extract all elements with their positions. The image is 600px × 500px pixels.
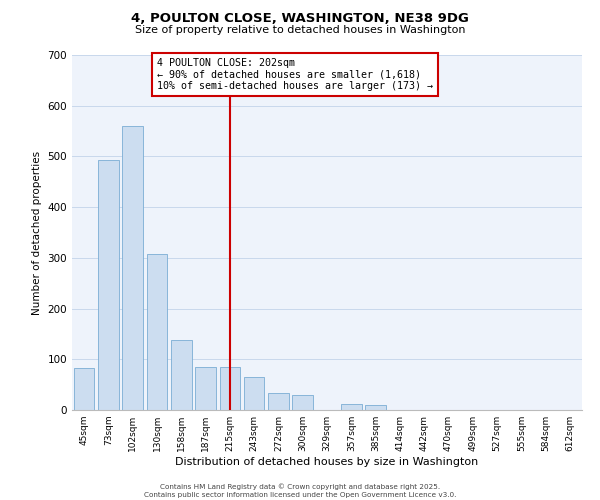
Bar: [244, 377, 265, 410]
Text: Contains HM Land Registry data © Crown copyright and database right 2025.
Contai: Contains HM Land Registry data © Crown c…: [144, 484, 456, 498]
Text: Size of property relative to detached houses in Washington: Size of property relative to detached ho…: [135, 25, 465, 35]
Bar: [146, 254, 167, 410]
Bar: [365, 405, 386, 410]
Bar: [122, 126, 143, 410]
Text: 4 POULTON CLOSE: 202sqm
← 90% of detached houses are smaller (1,618)
10% of semi: 4 POULTON CLOSE: 202sqm ← 90% of detache…: [157, 58, 433, 90]
Bar: [98, 160, 119, 410]
Bar: [220, 367, 240, 410]
X-axis label: Distribution of detached houses by size in Washington: Distribution of detached houses by size …: [175, 457, 479, 467]
Bar: [195, 367, 216, 410]
Bar: [268, 394, 289, 410]
Text: 4, POULTON CLOSE, WASHINGTON, NE38 9DG: 4, POULTON CLOSE, WASHINGTON, NE38 9DG: [131, 12, 469, 26]
Bar: [341, 404, 362, 410]
Bar: [292, 396, 313, 410]
Bar: [171, 340, 191, 410]
Bar: [74, 368, 94, 410]
Y-axis label: Number of detached properties: Number of detached properties: [32, 150, 42, 314]
